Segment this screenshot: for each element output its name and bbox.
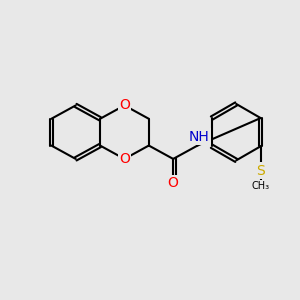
- Text: O: O: [168, 176, 178, 190]
- Text: NH: NH: [189, 130, 209, 144]
- Text: O: O: [119, 152, 130, 166]
- Text: CH₃: CH₃: [252, 181, 270, 190]
- Text: O: O: [119, 98, 130, 112]
- Text: S: S: [256, 164, 265, 178]
